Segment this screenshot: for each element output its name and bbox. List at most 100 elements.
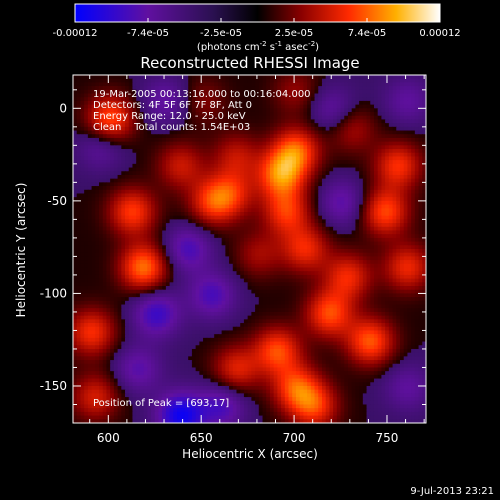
heatmap-cell (225, 200, 230, 206)
heatmap-cell (195, 141, 200, 146)
heatmap-cell (307, 78, 312, 83)
heatmap-cell (359, 256, 364, 261)
heatmap-cell (180, 123, 186, 128)
heatmap-cell (414, 256, 420, 261)
heatmap-cell (121, 130, 126, 135)
heatmap-cell (247, 163, 252, 169)
heatmap-cell (422, 178, 426, 183)
heatmap-cell (177, 152, 182, 158)
heatmap-cell (95, 115, 100, 121)
heatmap-cell (377, 89, 383, 95)
heatmap-cell (154, 230, 160, 235)
heatmap-cell (151, 137, 156, 143)
heatmap-cell (373, 178, 379, 183)
heatmap-cell (422, 104, 426, 109)
heatmap-cell (180, 108, 186, 113)
heatmap-cell (225, 115, 230, 121)
heatmap-cell (206, 149, 212, 154)
heatmap-cell (273, 200, 278, 206)
heatmap-cell (269, 178, 275, 183)
heatmap-cell (128, 163, 134, 169)
heatmap-cell (426, 219, 430, 223)
heatmap-cell (73, 226, 78, 232)
heatmap-cell (329, 156, 334, 161)
heatmap-cell (385, 115, 390, 121)
heatmap-cell (411, 208, 416, 213)
heatmap-cell (73, 112, 78, 117)
heatmap-cell (102, 93, 108, 98)
heatmap-cell (143, 260, 148, 265)
heatmap-cell (214, 237, 219, 243)
heatmap-cell (295, 97, 301, 102)
heatmap-cell (396, 189, 401, 195)
heatmap-cell (373, 104, 379, 109)
heatmap-cell (210, 241, 215, 246)
heatmap-cell (407, 249, 412, 254)
heatmap-cell (217, 249, 223, 254)
heatmap-cell (266, 112, 271, 117)
heatmap-cell (143, 245, 148, 250)
heatmap-cell (225, 89, 230, 95)
heatmap-cell (173, 223, 178, 228)
heatmap-cell (399, 260, 405, 265)
heatmap-cell (177, 137, 182, 143)
heatmap-cell (143, 152, 148, 158)
heatmap-cell (199, 160, 204, 165)
heatmap-cell (102, 189, 108, 195)
heatmap-cell (125, 249, 130, 254)
heatmap-cell (385, 82, 390, 87)
heatmap-cell (203, 186, 208, 191)
heatmap-cell (262, 174, 267, 180)
heatmap-cell (277, 182, 282, 187)
heatmap-cell (258, 241, 264, 246)
heatmap-cell (106, 241, 111, 246)
heatmap-cell (399, 211, 405, 217)
heatmap-cell (262, 252, 267, 257)
heatmap-cell (418, 219, 423, 224)
heatmap-cell (325, 75, 330, 80)
heatmap-cell (281, 145, 286, 150)
heatmap-cell (310, 245, 316, 250)
heatmap-cell (321, 104, 327, 109)
heatmap-cell (373, 200, 379, 206)
heatmap-cell (162, 204, 167, 209)
heatmap-cell (399, 134, 405, 139)
heatmap-cell (203, 163, 208, 169)
heatmap-cell (243, 145, 249, 150)
heatmap-cell (199, 245, 204, 250)
heatmap-cell (269, 226, 275, 232)
heatmap-cell (262, 208, 267, 213)
heatmap-cell (329, 167, 334, 172)
heatmap-cell (340, 167, 345, 172)
heatmap-cell (255, 112, 260, 117)
heatmap-cell (136, 256, 141, 261)
heatmap-cell (292, 230, 297, 235)
heatmap-cell (113, 163, 119, 169)
heatmap-cell (143, 82, 148, 87)
heatmap-cell (247, 93, 252, 98)
heatmap-cell (381, 208, 386, 213)
heatmap-cell (295, 160, 301, 165)
heatmap-cell (295, 163, 301, 169)
heatmap-cell (151, 104, 156, 109)
heatmap-cell (195, 112, 200, 117)
heatmap-cell (392, 249, 397, 254)
heatmap-cell (288, 82, 293, 87)
heatmap-cell (418, 123, 423, 128)
heatmap-cell (80, 123, 85, 128)
heatmap-cell (351, 156, 356, 161)
heatmap-cell (247, 197, 252, 202)
heatmap-cell (147, 104, 152, 109)
heatmap-cell (87, 134, 93, 139)
heatmap-cell (91, 152, 96, 158)
heatmap-cell (154, 141, 160, 146)
heatmap-cell (407, 260, 412, 265)
heatmap-cell (206, 241, 212, 246)
heatmap-cell (277, 86, 282, 91)
heatmap-cell (340, 193, 345, 198)
heatmap-cell (221, 226, 226, 232)
heatmap-cell (102, 171, 108, 176)
heatmap-cell (240, 82, 245, 87)
heatmap-cell (240, 145, 245, 150)
heatmap-cell (199, 123, 204, 128)
